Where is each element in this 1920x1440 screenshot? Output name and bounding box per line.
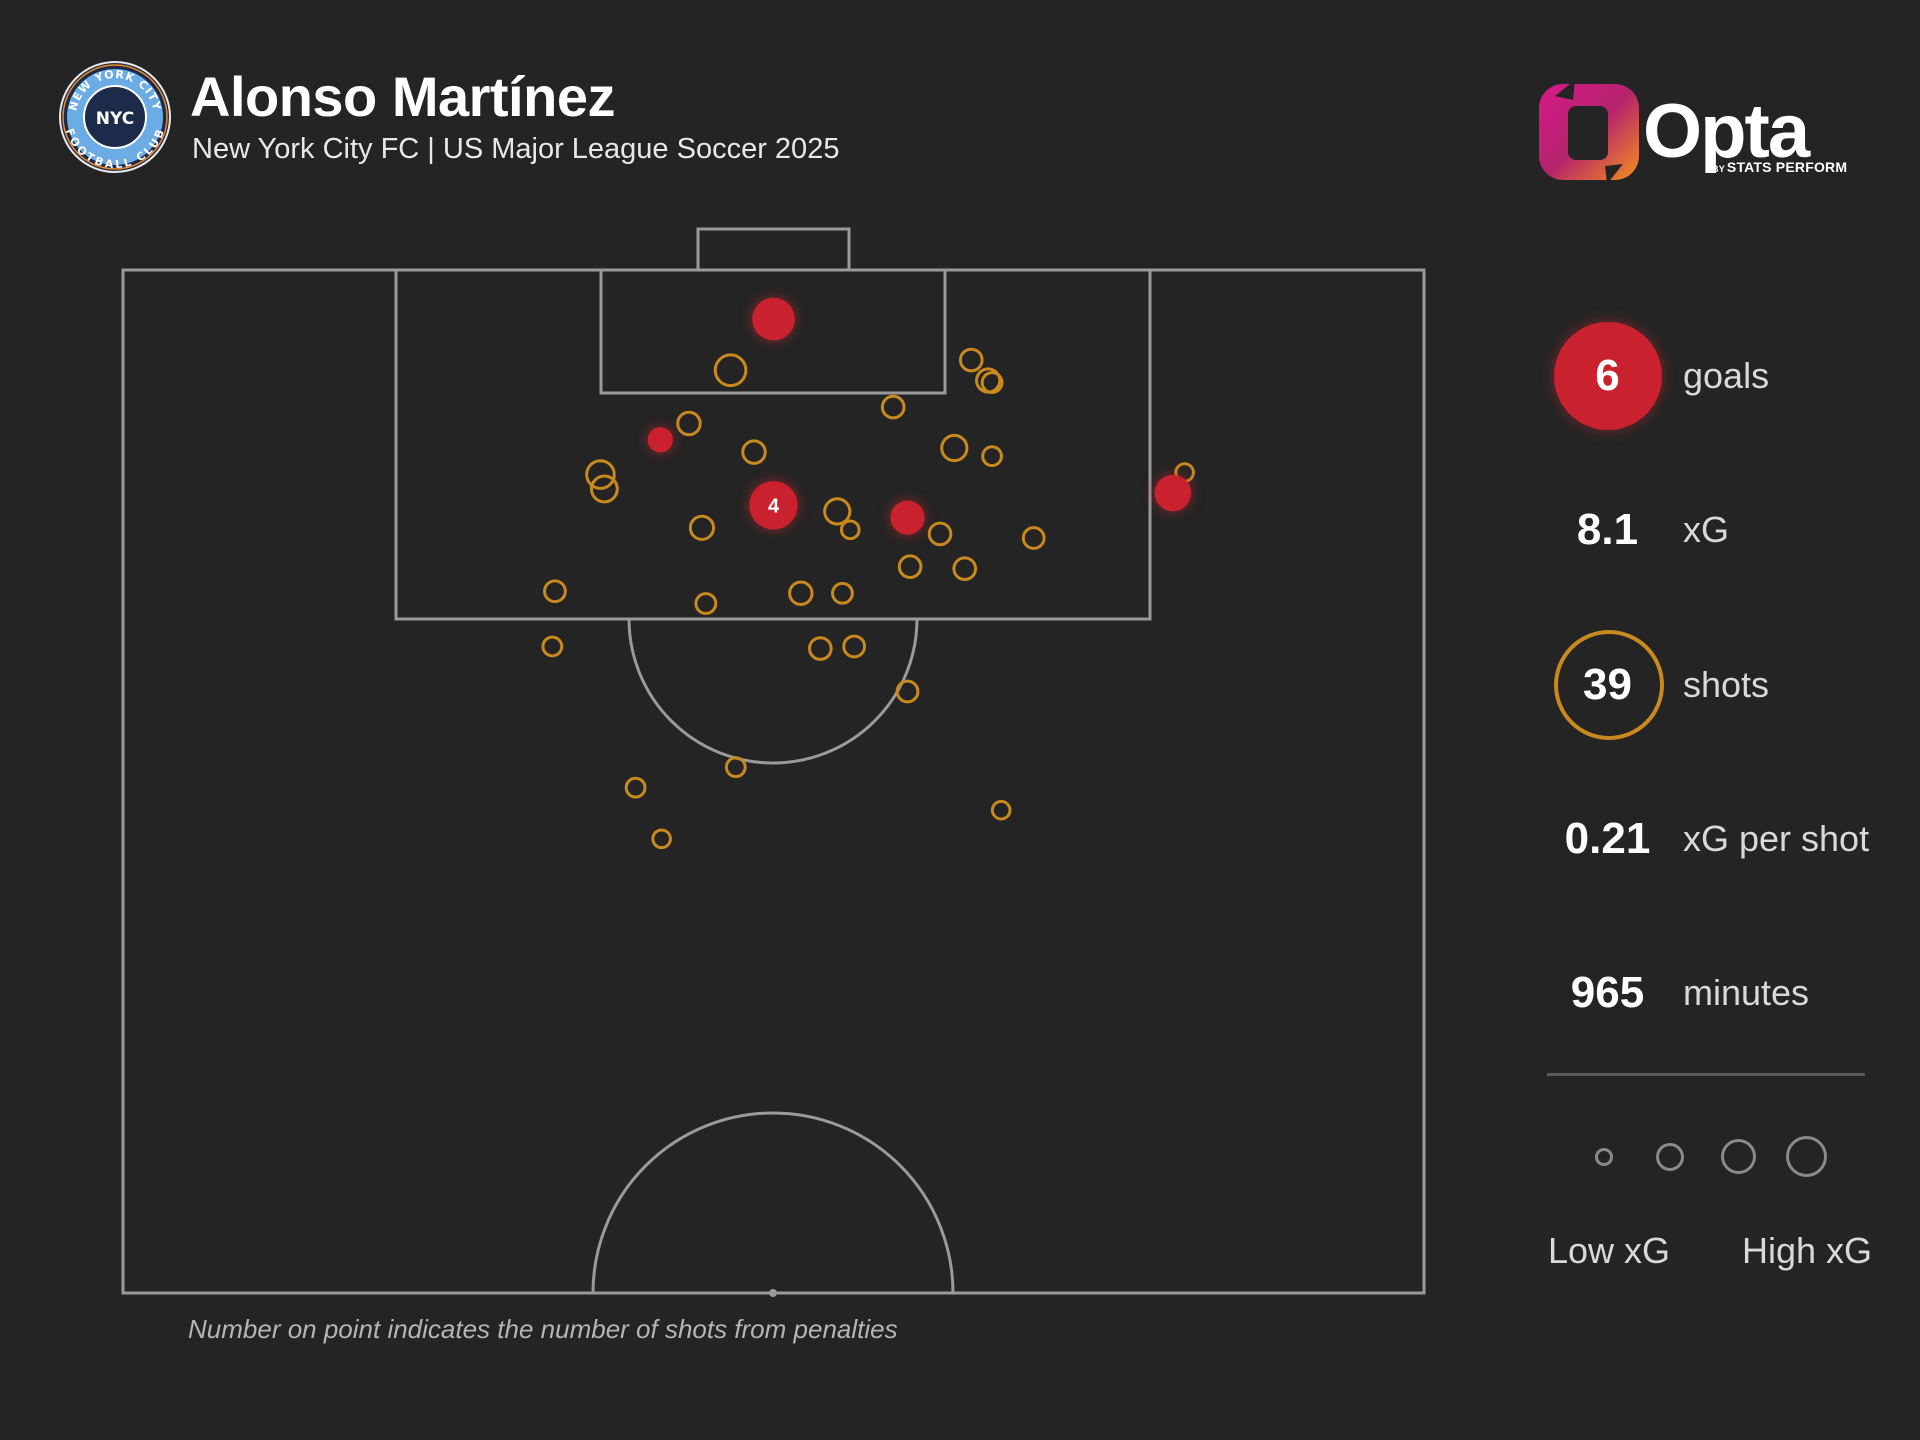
shot-point xyxy=(589,474,619,504)
shot-point xyxy=(895,679,920,704)
shots-value: 39 xyxy=(1583,660,1632,709)
shot-point xyxy=(788,580,814,606)
shots-circle-icon xyxy=(1554,630,1664,740)
opta-subtitle: BY STATS PERFORM xyxy=(1712,159,1847,175)
xg-label: xG xyxy=(1683,509,1730,550)
goal-point xyxy=(749,481,798,530)
xg-per-shot-value: 0.21 xyxy=(1564,814,1651,863)
legend-circle-xs xyxy=(1595,1148,1613,1166)
shot-point xyxy=(940,433,969,463)
goal-point xyxy=(890,500,925,535)
goals-label: goals xyxy=(1683,355,1770,396)
crest-monogram: NYC xyxy=(96,109,134,129)
stat-minutes: 965 minutes xyxy=(1545,938,1890,1048)
centre-spot xyxy=(769,1289,777,1297)
goal-point xyxy=(1154,474,1192,512)
opta-logo-icon xyxy=(1539,80,1639,184)
shot-point xyxy=(688,514,716,541)
shot-point xyxy=(831,581,854,605)
shot-point xyxy=(927,521,953,547)
minutes-value: 965 xyxy=(1570,968,1645,1017)
xg-size-legend xyxy=(1545,1120,1875,1200)
shot-point xyxy=(741,439,767,465)
shot-point xyxy=(981,445,1003,468)
shots-label: shots xyxy=(1683,664,1770,705)
shot-point xyxy=(980,371,1004,394)
goals-layer: 4 xyxy=(647,297,1192,535)
nycfc-crest-icon: NEW YORK CITY FOOTBALL CLUB NYC xyxy=(59,61,171,173)
xg-per-shot-label: xG per shot xyxy=(1683,818,1870,859)
shot-point xyxy=(585,459,616,490)
shots-layer xyxy=(541,347,1195,850)
goals-value-wrap: 6 xyxy=(1545,321,1670,431)
shots-value-wrap: 39 xyxy=(1545,630,1670,740)
shot-point xyxy=(952,556,978,582)
penalty-arc xyxy=(627,618,919,765)
stats-divider xyxy=(1547,1073,1865,1076)
shot-point xyxy=(724,756,747,779)
shot-point xyxy=(880,394,906,420)
minutes-label: minutes xyxy=(1683,972,1810,1013)
footnote: Number on point indicates the number of … xyxy=(188,1314,898,1344)
shot-point xyxy=(990,799,1012,821)
stat-shots: 39 shots xyxy=(1545,630,1890,740)
goal-point xyxy=(647,427,673,453)
opta-by-text: BY xyxy=(1712,164,1725,174)
page-subtitle: New York City FC | US Major League Socce… xyxy=(192,133,840,165)
goal-point xyxy=(752,297,795,341)
penalty-count-label: 4 xyxy=(768,495,780,517)
goals-circle-icon xyxy=(1554,322,1662,430)
opta-stats-perform-text: STATS PERFORM xyxy=(1726,159,1848,175)
shot-point xyxy=(713,353,748,388)
pitch-lines xyxy=(121,227,1426,1295)
shot-point xyxy=(541,635,564,658)
stat-xg-per-shot: 0.21 xG per shot xyxy=(1545,784,1890,894)
shot-point xyxy=(897,554,923,579)
page-title: Alonso Martínez xyxy=(190,65,615,128)
stat-goals: 6 goals xyxy=(1545,321,1890,431)
legend-high-label: High xG xyxy=(1742,1230,1873,1271)
legend-circle-s xyxy=(1656,1143,1684,1171)
shot-point xyxy=(842,634,867,659)
shot-point xyxy=(543,579,567,604)
shot-point xyxy=(808,636,833,661)
goal xyxy=(696,227,851,272)
pitch-outline xyxy=(121,268,1426,1295)
legend-circle-m xyxy=(1721,1139,1756,1174)
centre-circle xyxy=(591,1111,955,1294)
legend-low-label: Low xG xyxy=(1548,1230,1671,1271)
shot-point xyxy=(676,410,702,437)
shot-point xyxy=(1021,526,1046,550)
shot-point xyxy=(651,828,672,850)
stat-xg: 8.1 xG xyxy=(1545,475,1890,585)
shot-point xyxy=(823,497,852,526)
goals-value: 6 xyxy=(1595,351,1620,400)
legend-circle-l xyxy=(1786,1136,1827,1177)
xg-value: 8.1 xyxy=(1576,505,1639,554)
shot-point xyxy=(624,776,647,799)
opta-wordmark: Opta xyxy=(1643,89,1810,174)
shot-point xyxy=(694,592,718,615)
shot-point xyxy=(958,347,984,373)
shot-point xyxy=(839,519,861,541)
